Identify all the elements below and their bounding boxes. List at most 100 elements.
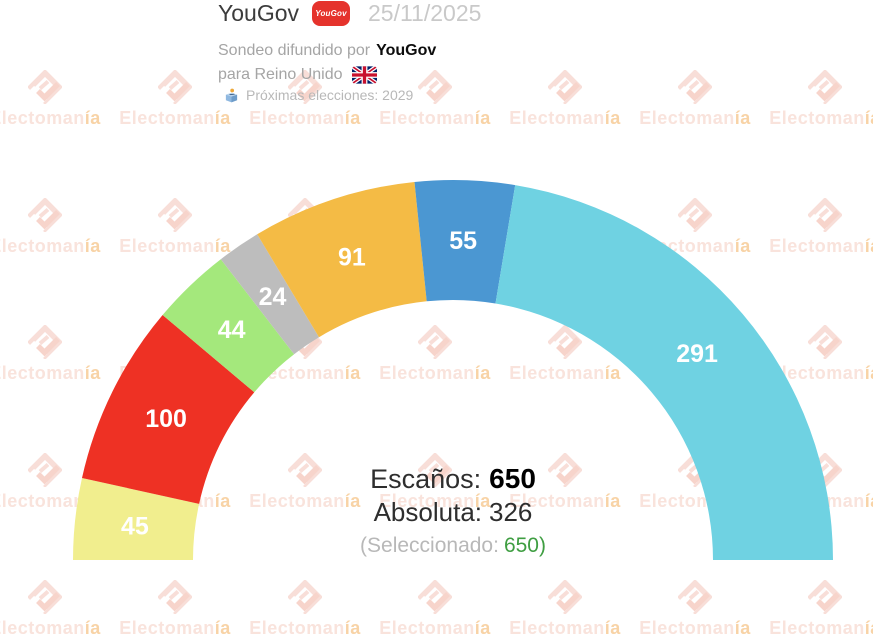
seat-segment[interactable] (414, 180, 516, 304)
selected-suffix: ) (538, 534, 546, 557)
majority-label: Absoluta: (373, 497, 482, 527)
electomania-logo-icon (808, 580, 842, 614)
pollster-title: YouGov (218, 0, 299, 26)
region-row: para Reino Unido (218, 65, 481, 84)
electomania-logo-icon (158, 70, 192, 104)
title-row: YouGov YouGov 25/11/2025 (218, 0, 481, 27)
watermark-text: Electomanía (0, 235, 101, 256)
poll-date: 25/11/2025 (368, 0, 482, 26)
watermark-text: Electomanía (379, 490, 491, 511)
electomania-logo-icon (808, 197, 842, 232)
selected-value: 650 (503, 534, 539, 557)
majority-value: 326 (489, 497, 533, 527)
watermark-cell: Electomanía (0, 197, 110, 256)
watermark-cell: Electomanía (500, 70, 630, 127)
segment-seat-count: 291 (676, 340, 718, 368)
watermark-text: Electomanía (119, 618, 231, 638)
watermark-cell: Electomanía (500, 452, 630, 511)
watermark-text: Electomanía (249, 490, 361, 511)
electomania-logo-icon (418, 452, 452, 487)
electomania-logo-icon (28, 197, 62, 232)
segment-seat-count: 44 (218, 316, 246, 344)
watermark-text: Electomanía (119, 235, 231, 256)
ballot-box-icon (225, 88, 238, 102)
electomania-logo-icon (678, 580, 712, 614)
seat-segment[interactable] (220, 234, 319, 355)
seat-segment[interactable] (162, 259, 295, 393)
watermark-text: Electomanía (509, 490, 621, 511)
watermark-text: Electomanía (639, 108, 751, 128)
watermark-text: Electomanía (119, 108, 231, 128)
chart-center-text: Escaños: 650 Absoluta: 326 (Seleccionado: 6… (360, 464, 546, 560)
segment-seat-count: 100 (145, 405, 187, 433)
watermark-text: Electomanía (249, 618, 361, 638)
electomania-logo-icon (158, 580, 192, 614)
segment-seat-count: 45 (121, 512, 149, 540)
seats-total-line: Escaños: 650 (360, 463, 546, 495)
seat-segment[interactable] (495, 185, 834, 560)
watermark-cell: Electomanía (240, 452, 370, 511)
watermark-text: Electomanía (0, 363, 101, 383)
watermark-text: Electomanía (769, 363, 873, 383)
selected-line: (Seleccionado: 650) (360, 532, 546, 560)
published-by-value: YouGov (376, 42, 437, 59)
seats-value: 650 (489, 463, 536, 494)
published-by-row: Sondeo difundido por YouGov (218, 41, 481, 60)
seat-segment[interactable] (257, 182, 427, 338)
watermark-cell: Electomanía (760, 325, 873, 382)
electomania-logo-icon (678, 197, 712, 232)
electomania-logo-icon (28, 325, 62, 359)
watermark-text: Electomanía (249, 108, 361, 128)
electomania-logo-icon (288, 70, 322, 104)
published-by-label: Sondeo difundido por (218, 42, 371, 59)
yougov-logo-badge: YouGov (312, 1, 350, 26)
electomania-logo-icon (28, 452, 62, 487)
segment-seat-count: 24 (259, 283, 287, 311)
electomania-logo-icon (548, 580, 582, 614)
seat-segment[interactable] (73, 478, 200, 560)
uk-flag-icon (351, 65, 377, 84)
watermark-cell: Electomanía (240, 70, 370, 127)
electomania-logo-icon (418, 70, 452, 104)
watermark-text: Electomanía (509, 618, 621, 638)
watermark-cell: Electomanía (630, 70, 760, 127)
watermark-cell: Electomanía (110, 197, 240, 256)
watermark-cell: Electomanía (0, 452, 110, 510)
poll-header: YouGov YouGov 25/11/2025 Sondeo difundid… (218, 0, 481, 103)
selected-prefix: (Seleccionado: (360, 534, 499, 557)
electomania-logo-icon (288, 452, 322, 487)
watermark-cell: Electomanía (760, 70, 873, 127)
seats-label: Escaños: (370, 464, 482, 494)
segment-seat-count: 91 (338, 243, 366, 271)
electomania-logo-icon (678, 70, 712, 104)
majority-line: Absoluta: 326 (360, 496, 546, 528)
electomania-logo-icon (288, 580, 322, 614)
seat-segment[interactable] (82, 315, 255, 504)
next-election-row: Próximas elecciones: 2029 (218, 87, 481, 103)
segment-seat-count: 55 (449, 227, 477, 255)
watermark-cell: Electomanía (110, 70, 240, 127)
yougov-logo-text: YouGov (315, 9, 347, 18)
watermark-cell: Electomanía (370, 452, 500, 511)
watermark-text: Electomanía (0, 108, 101, 128)
watermark-text: Electomanía (769, 235, 873, 256)
watermark-cell: Electomanía (0, 325, 110, 382)
watermark-text: Electomanía (0, 618, 101, 638)
watermark-text: Electomanía (509, 108, 621, 128)
watermark-text: Electomanía (509, 363, 621, 383)
watermark-cell: Electomanía (370, 70, 500, 127)
electomania-logo-icon (548, 70, 582, 104)
watermark-cell: Electomanía (0, 70, 110, 127)
watermark-text: Electomanía (639, 618, 751, 638)
watermark-text: Electomanía (379, 108, 491, 128)
electomania-logo-icon (808, 325, 842, 359)
watermark-text: Electomanía (769, 108, 873, 128)
electomania-logo-icon (548, 452, 582, 487)
electomania-logo-icon (808, 70, 842, 104)
electomania-logo-icon (418, 325, 452, 359)
next-election-label: Próximas elecciones: 2029 (246, 87, 414, 103)
watermark-cell: Electomanía (370, 325, 500, 382)
electomania-logo-icon (418, 580, 452, 614)
region-label: para Reino Unido (218, 66, 343, 83)
electomania-logo-icon (548, 325, 582, 359)
